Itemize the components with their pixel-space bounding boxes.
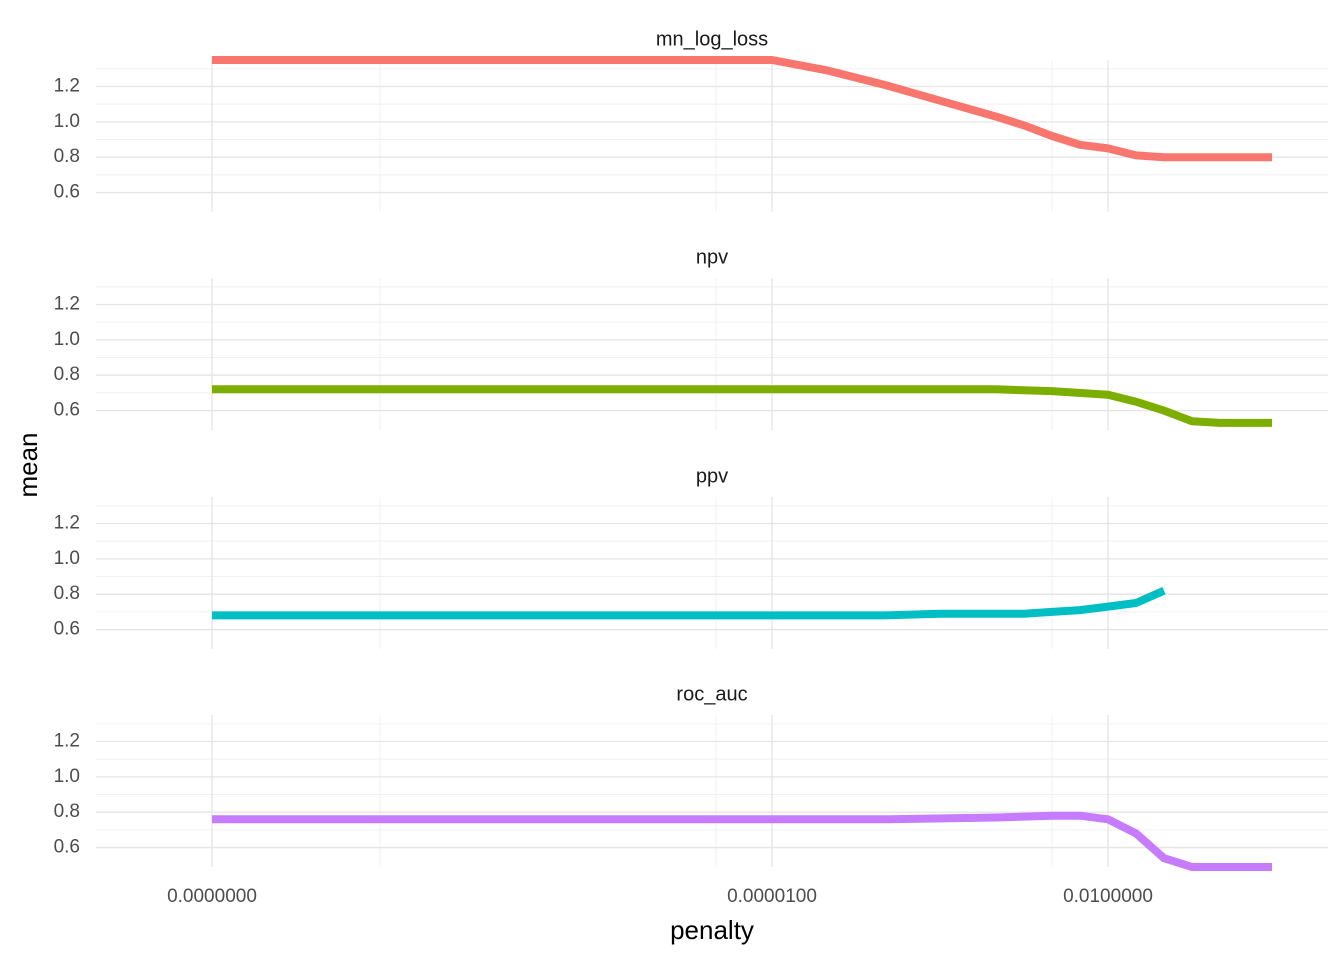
x-tick-label: 0.0000100: [727, 886, 817, 907]
facet-strip-title: roc_auc: [676, 683, 747, 705]
facet-strip-title: npv: [696, 246, 728, 268]
y-tick-label: 0.6: [54, 182, 80, 203]
facet-panel-mn_log_loss: mn_log_loss 0.6 0.8 1.0 1.2: [54, 28, 1328, 212]
x-tick-label: 0.0100000: [1063, 886, 1153, 907]
facet-panel-ppv: ppv 0.6 0.8 1.0 1.2: [54, 465, 1328, 649]
facet-panel-npv: npv 0.6 0.8 1.0 1.2: [54, 246, 1328, 430]
y-tick-label: 1.2: [54, 513, 80, 534]
y-tick-label: 0.8: [54, 583, 80, 604]
y-tick-label: 0.8: [54, 364, 80, 385]
y-tick-label: 0.6: [54, 400, 80, 421]
series-line-mn_log_loss: [212, 56, 1272, 162]
x-tick-label: 0.0000000: [167, 886, 257, 907]
y-tick-label: 1.0: [54, 766, 80, 787]
y-tick-label: 1.0: [54, 329, 80, 350]
facet-panel-roc_auc: roc_auc 0.6 0.8 1.0 1.2: [54, 683, 1328, 871]
series-line-roc_auc: [212, 811, 1272, 871]
x-axis-title: penalty: [670, 915, 754, 945]
facet-strip-title: ppv: [696, 465, 728, 487]
y-tick-label: 0.8: [54, 146, 80, 167]
y-tick-label: 1.0: [54, 111, 80, 132]
y-tick-label: 1.0: [54, 548, 80, 569]
y-tick-label: 0.8: [54, 801, 80, 822]
y-tick-label: 1.2: [54, 731, 80, 752]
y-axis-title: mean: [13, 432, 43, 497]
series-line-npv: [212, 385, 1272, 427]
series-line-ppv: [212, 587, 1166, 620]
y-tick-label: 1.2: [54, 294, 80, 315]
y-tick-label: 1.2: [54, 76, 80, 97]
y-tick-label: 0.6: [54, 837, 80, 858]
facet-strip-title: mn_log_loss: [656, 28, 768, 50]
y-tick-label: 0.6: [54, 619, 80, 640]
